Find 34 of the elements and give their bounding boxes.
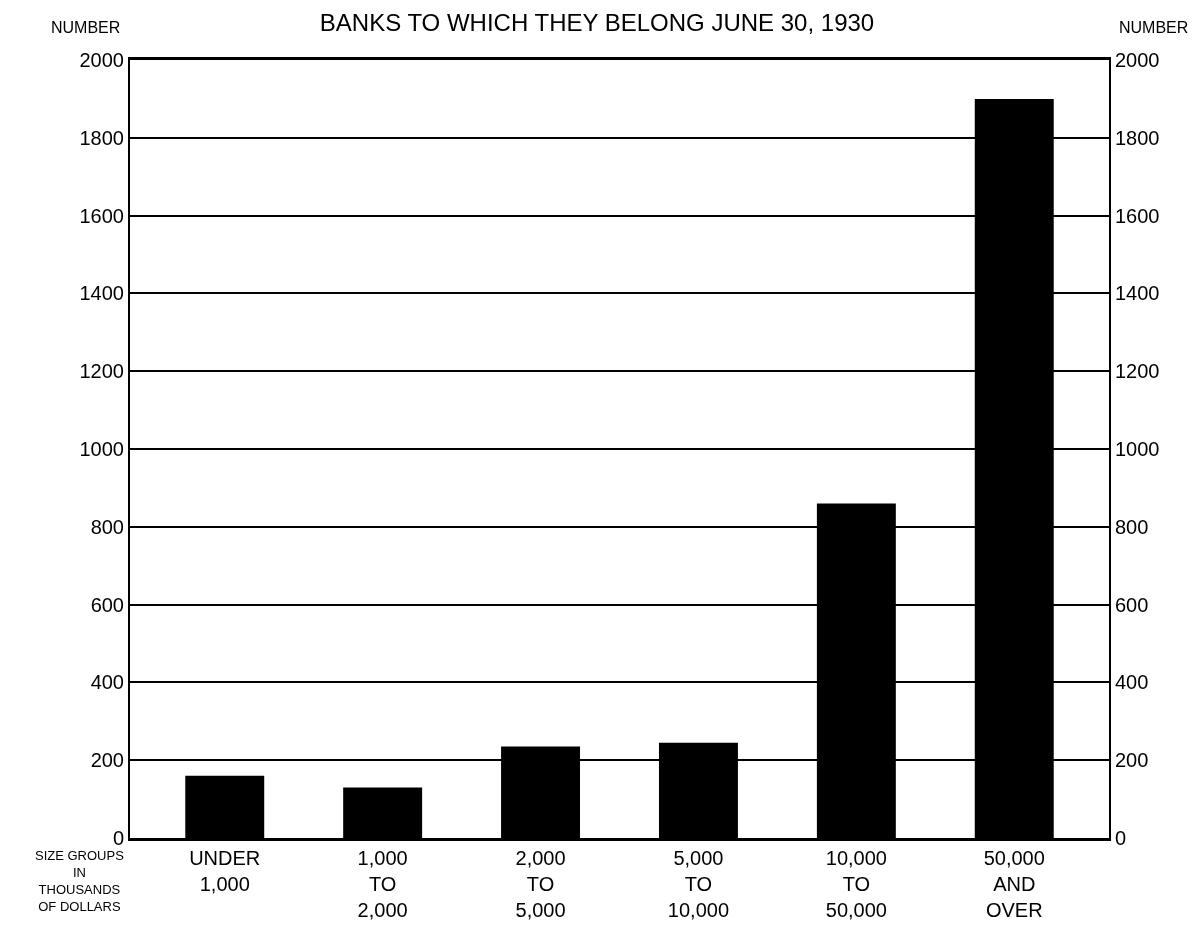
y-tick-label: 200 xyxy=(90,749,124,772)
y-tick-label: 1400 xyxy=(79,282,124,305)
x-tick-label: 50,000 AND OVER xyxy=(983,847,1045,921)
y2-tick-label: 1400 xyxy=(1115,282,1160,305)
y-tick-label: 2000 xyxy=(79,49,124,71)
y-tick-label: 1000 xyxy=(79,438,124,460)
x-tick-label: 10,000 TO 50,000 xyxy=(825,847,887,921)
y2-tick-label: 1600 xyxy=(1115,204,1160,227)
x-tick-label: UNDER 1,000 xyxy=(189,847,261,895)
y-tick-label: 1600 xyxy=(79,204,124,227)
y-axis-title: NUMBER xyxy=(51,19,121,36)
x-tick-label: 1,000 TO 2,000 xyxy=(357,847,408,921)
x-axis-title: SIZE GROUPS IN THOUSANDS OF DOLLARS xyxy=(35,848,125,914)
y-tick-label: 1200 xyxy=(79,360,124,383)
y2-tick-label: 800 xyxy=(1115,515,1149,538)
y2-tick-label: 600 xyxy=(1115,593,1149,616)
x-tick-label: 2,000 TO 5,000 xyxy=(515,847,566,921)
y2-tick-label: 1000 xyxy=(1115,438,1160,460)
bar xyxy=(343,787,423,838)
x-tick-label: 5,000 TO 10,000 xyxy=(667,847,730,921)
y2-tick-label: 0 xyxy=(1115,827,1127,849)
y2-tick-label: 1800 xyxy=(1115,126,1160,149)
y2-tick-label: 200 xyxy=(1115,749,1149,772)
y-tick-label: 1800 xyxy=(79,126,124,149)
y-tick-label: 400 xyxy=(90,671,124,694)
y-tick-label: 800 xyxy=(90,515,124,538)
y-tick-label: 600 xyxy=(90,593,124,616)
y-tick-label: 0 xyxy=(112,827,124,849)
y2-axis-title: NUMBER xyxy=(1119,19,1189,36)
y2-tick-label: 400 xyxy=(1115,671,1149,694)
y2-tick-label: 2000 xyxy=(1115,49,1160,71)
bar xyxy=(185,775,265,838)
chart-title: BANKS TO WHICH THEY BELONG JUNE 30, 1930 xyxy=(319,9,875,37)
y2-tick-label: 1200 xyxy=(1115,360,1160,383)
